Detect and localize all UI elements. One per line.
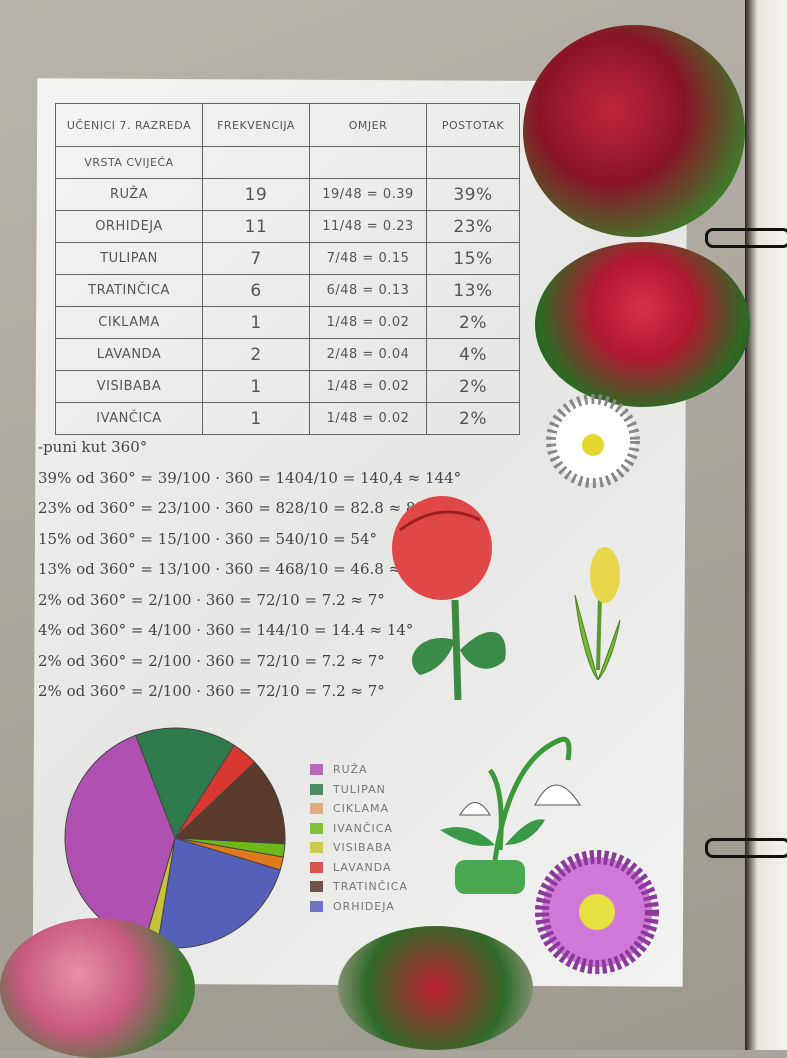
legend-label: ORHIDEJA xyxy=(333,899,395,913)
daisy-drawing-icon xyxy=(546,394,640,488)
cell-flower: TULIPAN xyxy=(55,242,203,275)
red-roses-photo xyxy=(338,926,533,1050)
legend-label: TULIPAN xyxy=(333,782,386,796)
header-ratio: OMJER xyxy=(309,103,427,147)
carnations-photo xyxy=(535,242,750,407)
calculation-line: 2% od 360° = 2/100 · 360 = 72/10 = 7.2 ≈… xyxy=(38,651,385,670)
cell-ratio: 1/48 = 0.02 xyxy=(309,306,427,339)
legend-swatch xyxy=(310,842,323,854)
legend-swatch xyxy=(310,783,323,795)
pie-legend: RUŽA TULIPAN CIKLAMA IVANČICA VISIBABA LAVAND… xyxy=(310,760,408,916)
rose-drawing-icon xyxy=(392,496,506,701)
subheader-flower-type: VRSTA CVIJEĆA xyxy=(55,146,203,179)
legend-label: IVANČICA xyxy=(333,821,393,835)
cell-freq: 6 xyxy=(202,274,310,307)
pink-roses-photo xyxy=(0,918,195,1058)
cell-freq: 1 xyxy=(202,306,310,339)
cell-percent: 2% xyxy=(426,306,520,339)
pie-slice-tratinčica xyxy=(173,761,286,845)
cell-percent: 2% xyxy=(426,370,520,403)
legend-item: RUŽA xyxy=(310,760,408,780)
cell-ratio: 7/48 = 0.15 xyxy=(309,242,427,275)
calculation-line: 39% od 360° = 39/100 · 360 = 1404/10 = 1… xyxy=(38,468,462,487)
cell-percent: 39% xyxy=(426,178,520,211)
legend-item: VISIBABA xyxy=(310,838,408,858)
cell-flower: LAVANDA xyxy=(55,338,203,371)
table-row: IVANČICA 1 1/48 = 0.02 2% xyxy=(55,402,520,435)
cell-ratio: 6/48 = 0.13 xyxy=(309,274,427,307)
cell-ratio: 1/48 = 0.02 xyxy=(309,402,427,435)
cell-percent: 2% xyxy=(426,402,520,435)
calculation-line: 2% od 360° = 2/100 · 360 = 72/10 = 7.2 ≈… xyxy=(38,590,385,609)
cell-percent: 15% xyxy=(426,242,520,275)
table-row: RUŽA 19 19/48 = 0.39 39% xyxy=(55,178,520,211)
snowdrop-drawing-icon xyxy=(440,736,581,894)
legend-item: CIKLAMA xyxy=(310,799,408,819)
calculation-line: -puni kut 360° xyxy=(38,438,148,456)
legend-item: TULIPAN xyxy=(310,780,408,800)
cell-freq: 1 xyxy=(202,370,310,403)
legend-label: RUŽA xyxy=(333,763,368,777)
binder-edge xyxy=(745,0,787,1050)
legend-item: IVANČICA xyxy=(310,819,408,839)
legend-swatch xyxy=(310,822,323,834)
legend-item: LAVANDA xyxy=(310,858,408,878)
legend-label: VISIBABA xyxy=(333,841,393,855)
aster-drawing-icon xyxy=(535,850,659,974)
tulips-photo xyxy=(523,25,745,237)
binder-ring xyxy=(705,838,787,858)
cell-ratio: 1/48 = 0.02 xyxy=(309,370,427,403)
legend-label: TRATINČICA xyxy=(333,880,408,894)
cell-flower: CIKLAMA xyxy=(55,306,203,339)
header-percent: POSTOTAK xyxy=(426,103,520,147)
legend-swatch xyxy=(310,803,323,815)
cell-freq: 1 xyxy=(202,402,310,435)
cell-ratio: 19/48 = 0.39 xyxy=(309,178,427,211)
pie-slice-tulipan xyxy=(134,727,235,840)
legend-swatch xyxy=(310,900,323,912)
legend-item: ORHIDEJA xyxy=(310,897,408,917)
legend-swatch xyxy=(310,881,323,893)
calculation-line: 23% od 360° = 23/100 · 360 = 828/10 = 82… xyxy=(38,499,433,517)
calculation-line: 2% od 360° = 2/100 · 360 = 72/10 = 7.2 ≈… xyxy=(38,682,385,700)
cell-flower: RUŽA xyxy=(55,178,203,211)
table-row: VISIBABA 1 1/48 = 0.02 2% xyxy=(55,370,520,403)
table-row: CIKLAMA 1 1/48 = 0.02 2% xyxy=(55,306,520,339)
cell-freq: 7 xyxy=(202,242,310,275)
angle-calculations: -puni kut 360° 39% od 360° = 39/100 · 360… xyxy=(38,438,461,713)
table-row: TULIPAN 7 7/48 = 0.15 15% xyxy=(55,242,520,275)
calculation-line: 13% od 360° = 13/100 · 360 = 468/10 = 46… xyxy=(38,560,433,578)
legend-item: TRATINČICA xyxy=(310,877,408,897)
binder-ring xyxy=(705,228,787,248)
cell-ratio: 2/48 = 0.04 xyxy=(309,338,427,371)
cell-flower: ORHIDEJA xyxy=(55,210,203,243)
header-students: UČENICI 7. RAZREDA xyxy=(55,103,203,147)
frequency-table: UČENICI 7. RAZREDA FREKVENCIJA OMJER POS… xyxy=(55,103,520,435)
legend-label: LAVANDA xyxy=(333,860,392,874)
calculation-line: 15% od 360° = 15/100 · 360 = 540/10 = 54… xyxy=(38,529,378,548)
calculation-line: 4% od 360° = 4/100 · 360 = 144/10 = 14.4… xyxy=(38,621,414,639)
cell-percent: 13% xyxy=(426,274,520,307)
table-row: LAVANDA 2 2/48 = 0.04 4% xyxy=(55,338,520,371)
cell-freq: 2 xyxy=(202,338,310,371)
legend-swatch xyxy=(310,764,323,776)
table-row: TRATINČICA 6 6/48 = 0.13 13% xyxy=(55,274,520,307)
cell-percent: 23% xyxy=(426,210,520,243)
cell-flower: IVANČICA xyxy=(55,402,203,435)
legend-swatch xyxy=(310,861,323,873)
cell-freq: 19 xyxy=(202,178,310,211)
tulip-drawing-icon xyxy=(574,547,621,681)
table-row: ORHIDEJA 11 11/48 = 0.23 23% xyxy=(55,210,520,243)
legend-label: CIKLAMA xyxy=(333,802,390,816)
